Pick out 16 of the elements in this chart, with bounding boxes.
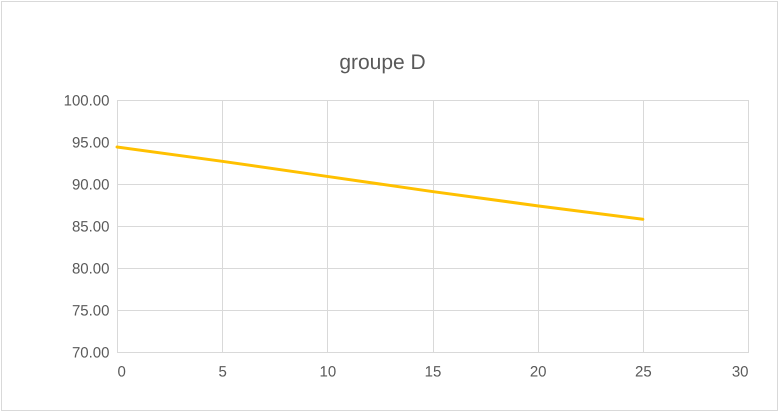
y-tick-label: 90.00 [72, 176, 110, 194]
y-tick-label: 85.00 [72, 218, 110, 236]
y-tick-label: 75.00 [72, 302, 110, 320]
y-tick-label: 80.00 [72, 260, 110, 278]
x-tick-label: 0 [118, 364, 126, 380]
x-tick-label: 15 [424, 364, 442, 380]
x-tick-label: 20 [530, 364, 547, 380]
line-series [116, 146, 644, 221]
y-tick-label: 95.00 [72, 134, 110, 152]
y-tick-label: 100.00 [64, 92, 110, 110]
x-tick-label: 25 [634, 364, 652, 380]
y-tick-label: 70.00 [72, 344, 110, 362]
x-tick-label: 30 [732, 364, 748, 380]
x-tick-label: 5 [218, 364, 227, 380]
chart-title: groupe D [339, 51, 426, 74]
x-tick-label: 10 [319, 364, 336, 380]
